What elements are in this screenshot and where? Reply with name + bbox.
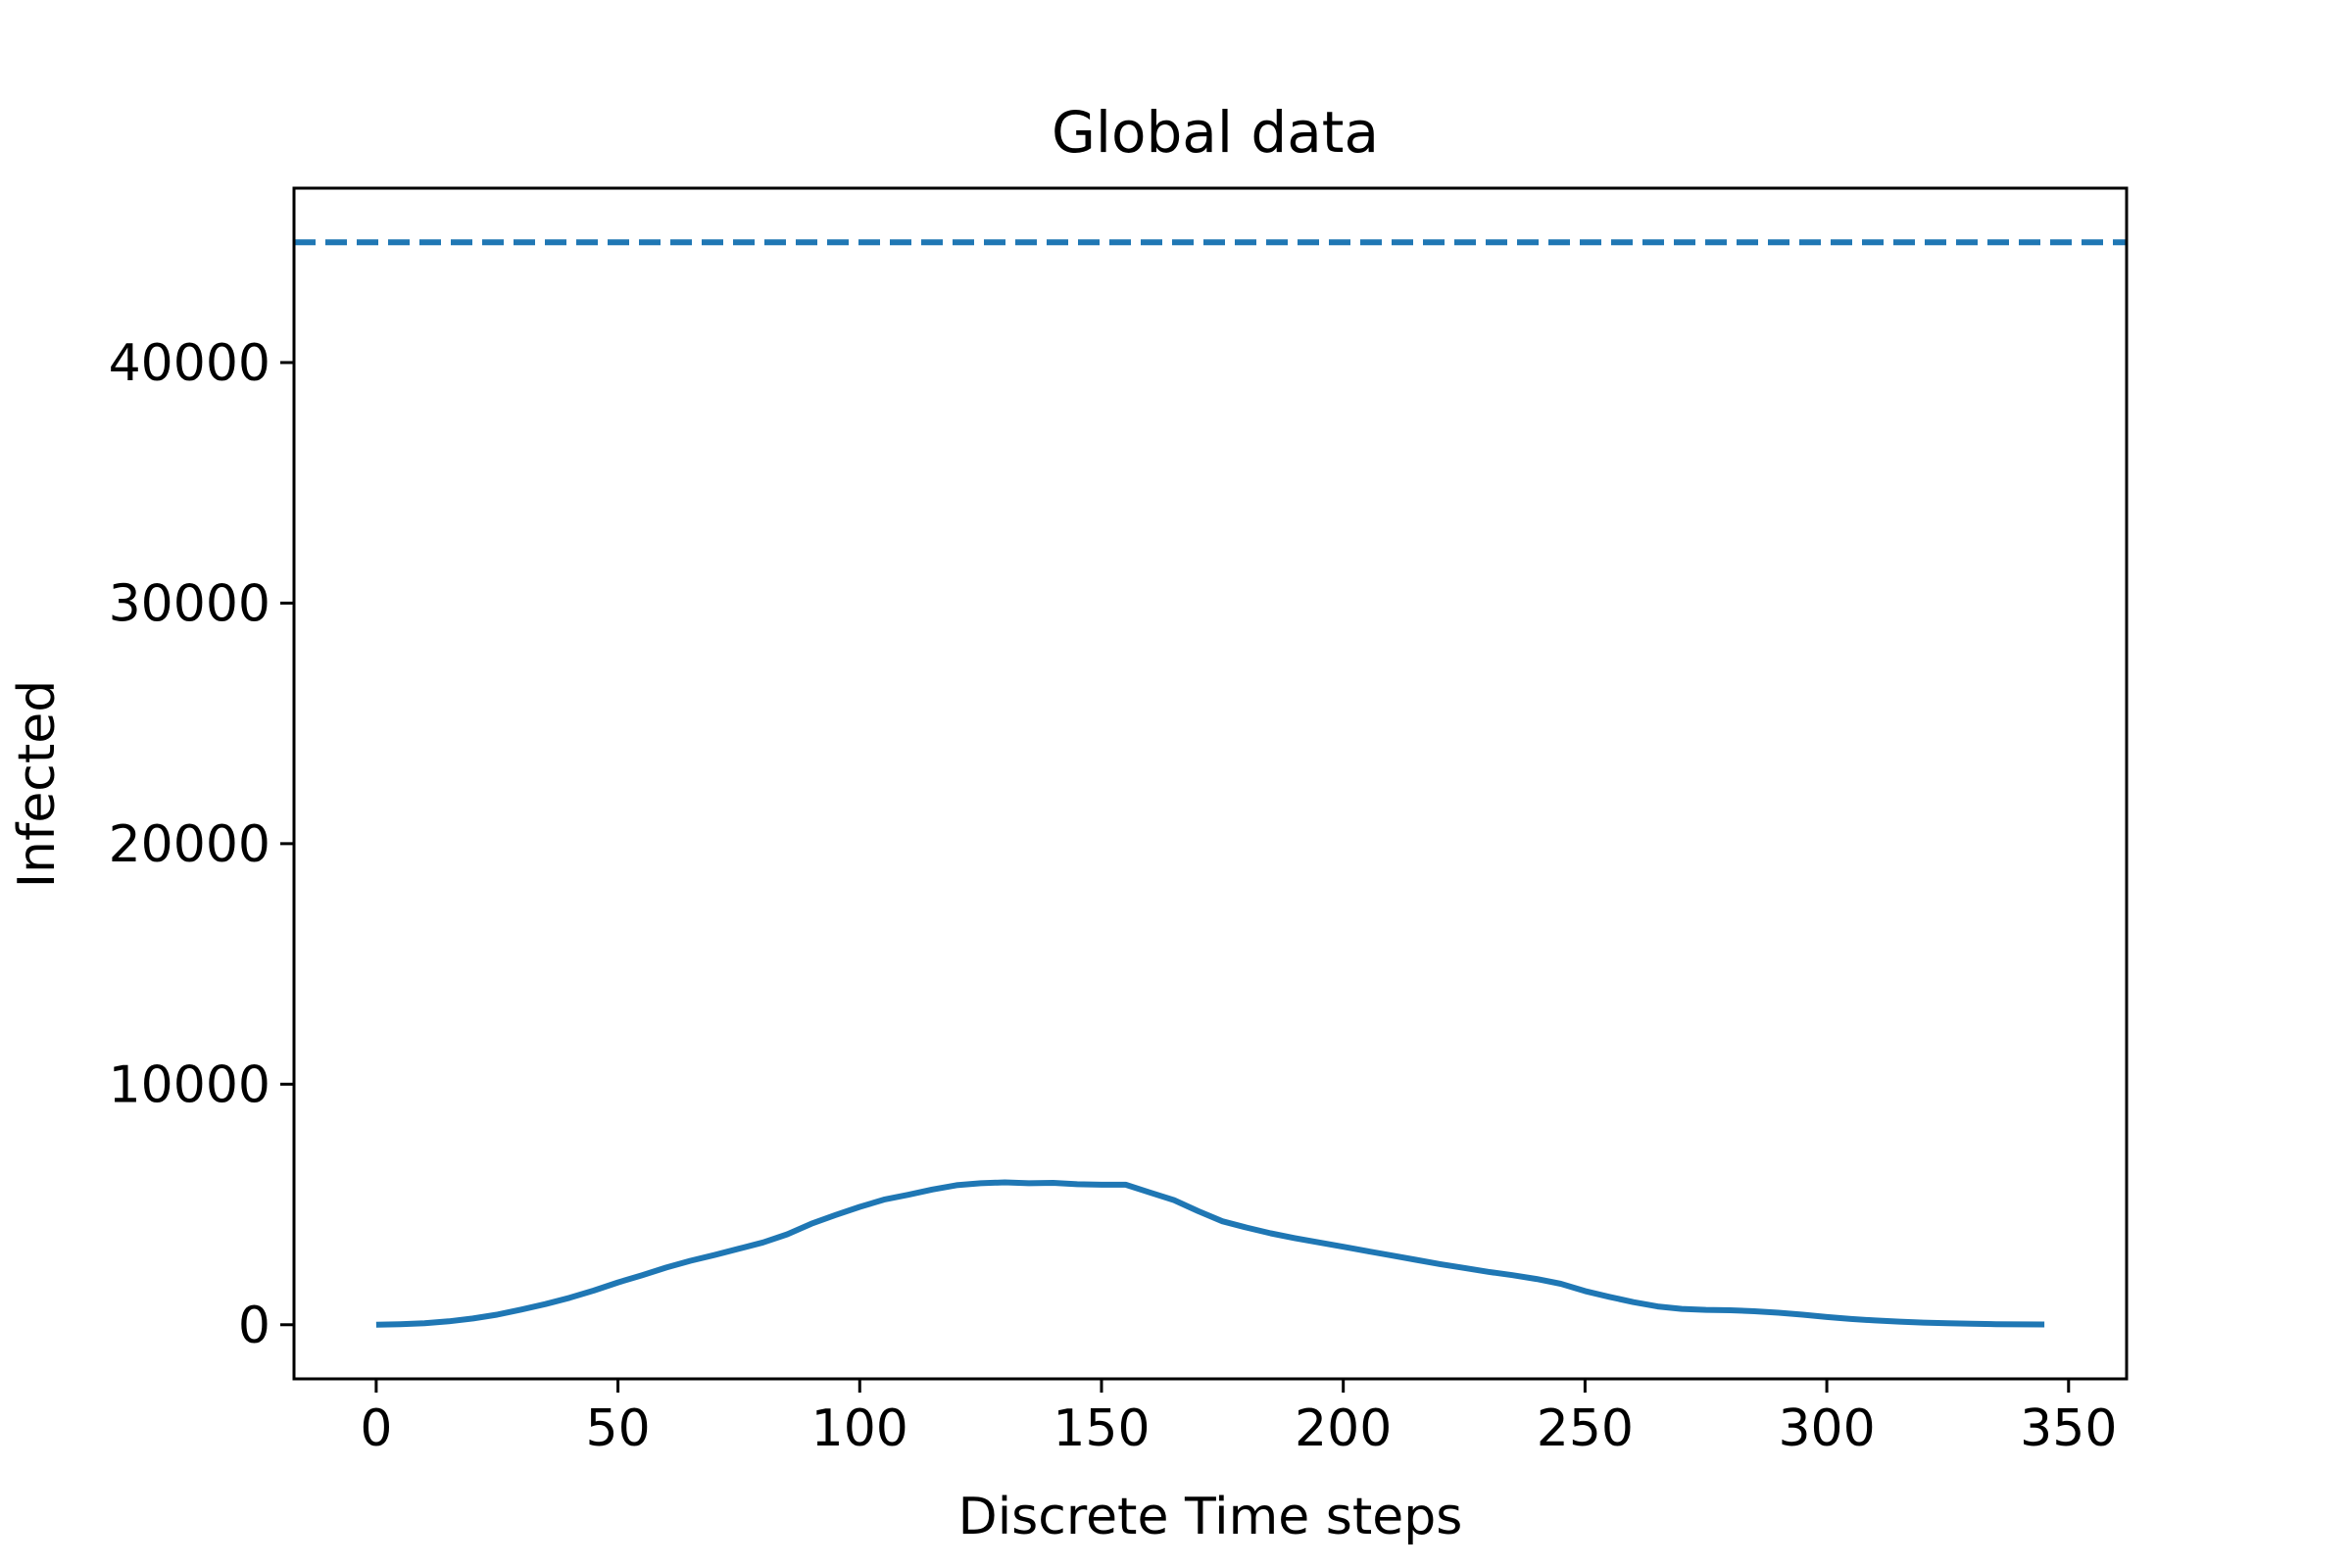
y-tick-label: 0 xyxy=(238,1297,270,1355)
x-tick-label: 200 xyxy=(1295,1399,1392,1458)
x-axis-ticks: 0 50 100 150 200 250 300 350 xyxy=(360,1379,2117,1458)
x-tick-label: 300 xyxy=(1778,1399,1875,1458)
x-tick-label: 0 xyxy=(360,1399,392,1458)
x-tick-label: 100 xyxy=(811,1399,908,1458)
y-axis-label: Infected xyxy=(8,680,67,889)
infected-series-line xyxy=(375,1179,2045,1328)
plot-frame xyxy=(292,186,2129,1381)
x-tick-label: 150 xyxy=(1053,1399,1150,1458)
y-tick-label: 30000 xyxy=(109,574,270,633)
x-tick-label: 50 xyxy=(585,1399,650,1458)
series-layer xyxy=(294,239,2127,1328)
y-axis-ticks: 0 10000 20000 30000 40000 xyxy=(109,334,294,1355)
y-tick-label: 20000 xyxy=(109,815,270,874)
x-axis-label: Discrete Time steps xyxy=(958,1488,1463,1546)
y-tick-label: 40000 xyxy=(109,334,270,393)
y-tick-label: 10000 xyxy=(109,1055,270,1114)
chart-title: Global data xyxy=(1052,99,1379,166)
x-tick-label: 250 xyxy=(1537,1399,1634,1458)
x-tick-label: 350 xyxy=(2020,1399,2117,1458)
